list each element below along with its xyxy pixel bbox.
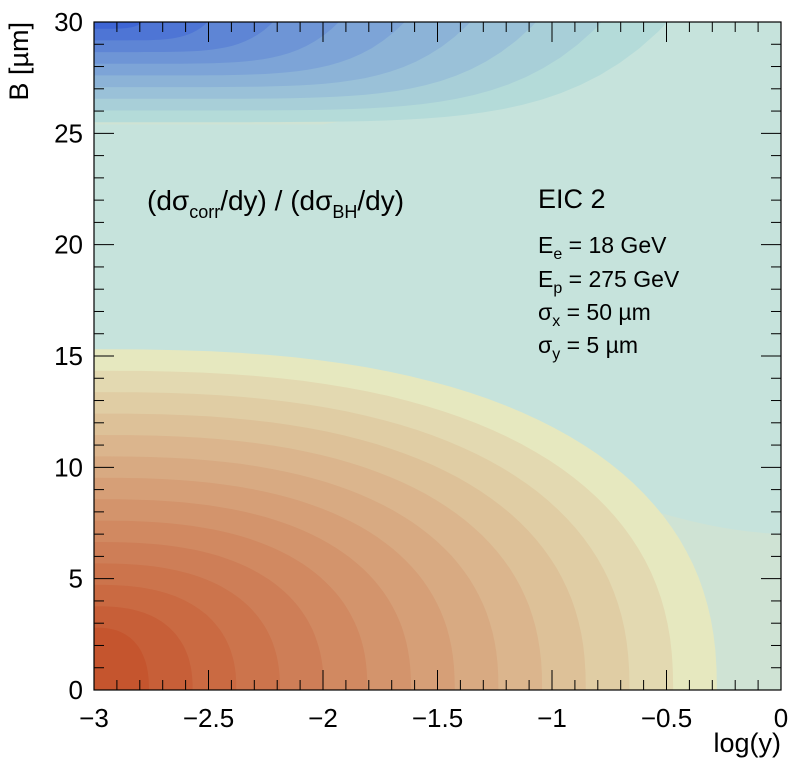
x-tick-label: −3 <box>79 703 109 733</box>
x-tick-label: −0.5 <box>641 703 692 733</box>
y-tick-label: 5 <box>69 564 83 594</box>
y-tick-labels: 0 5 10 15 20 25 30 <box>54 7 83 705</box>
param-sigma-x: σx = 50 µm <box>538 299 651 330</box>
param-electron-energy: Ee = 18 GeV <box>538 232 667 263</box>
x-tick-label: −1 <box>537 703 567 733</box>
y-axis-label: B [µm] <box>4 22 34 101</box>
y-tick-label: 10 <box>54 452 83 482</box>
experiment-label: EIC 2 <box>538 184 606 214</box>
x-axis-label: log(y) <box>713 728 781 758</box>
x-tick-label: 0 <box>774 703 788 733</box>
parameter-list: Ee = 18 GeV Ep = 275 GeV σx = 50 µm σy =… <box>538 232 680 363</box>
param-proton-energy: Ep = 275 GeV <box>538 266 680 297</box>
param-sigma-y: σy = 5 µm <box>538 332 638 363</box>
warm-contour-band <box>94 627 149 690</box>
x-tick-label: −2.5 <box>183 703 234 733</box>
contour-field <box>94 22 781 690</box>
x-tick-label: −2 <box>308 703 338 733</box>
cool-contour-band <box>94 22 143 29</box>
axis-ticks <box>93 21 782 691</box>
x-tick-label: −1.5 <box>412 703 463 733</box>
y-tick-label: 20 <box>54 230 83 260</box>
chart-title: (dσcorr/dy) / (dσBH/dy) <box>147 185 404 222</box>
y-tick-label: 30 <box>54 7 83 37</box>
y-tick-label: 15 <box>54 341 83 371</box>
upper-region <box>94 22 781 534</box>
y-tick-label: 25 <box>54 118 83 148</box>
x-tick-labels: −3 −2.5 −2 −1.5 −1 −0.5 0 <box>79 703 788 733</box>
y-tick-label: 0 <box>69 675 83 705</box>
